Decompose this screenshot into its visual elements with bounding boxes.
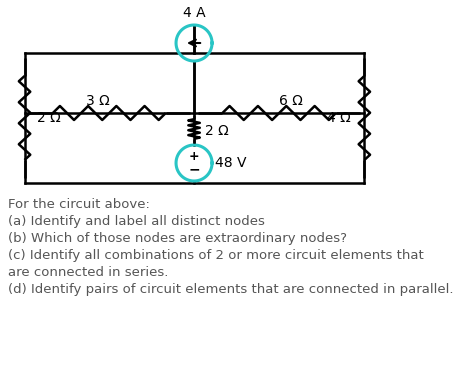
Text: 4 A: 4 A <box>183 6 205 20</box>
Text: −: − <box>188 162 200 176</box>
Text: (d) Identify pairs of circuit elements that are connected in parallel.: (d) Identify pairs of circuit elements t… <box>8 283 454 296</box>
Text: 48 V: 48 V <box>215 156 246 170</box>
Text: 4 Ω: 4 Ω <box>327 111 350 125</box>
Text: +: + <box>189 150 200 163</box>
Text: 2 Ω: 2 Ω <box>37 111 61 125</box>
Text: 2 Ω: 2 Ω <box>205 124 228 138</box>
Text: (a) Identify and label all distinct nodes: (a) Identify and label all distinct node… <box>8 215 265 228</box>
Text: (c) Identify all combinations of 2 or more circuit elements that: (c) Identify all combinations of 2 or mo… <box>8 249 424 262</box>
Text: For the circuit above:: For the circuit above: <box>8 198 150 211</box>
Text: 3 Ω: 3 Ω <box>86 94 110 108</box>
Text: 6 Ω: 6 Ω <box>279 94 302 108</box>
Text: are connected in series.: are connected in series. <box>8 266 169 279</box>
Text: (b) Which of those nodes are extraordinary nodes?: (b) Which of those nodes are extraordina… <box>8 232 347 245</box>
